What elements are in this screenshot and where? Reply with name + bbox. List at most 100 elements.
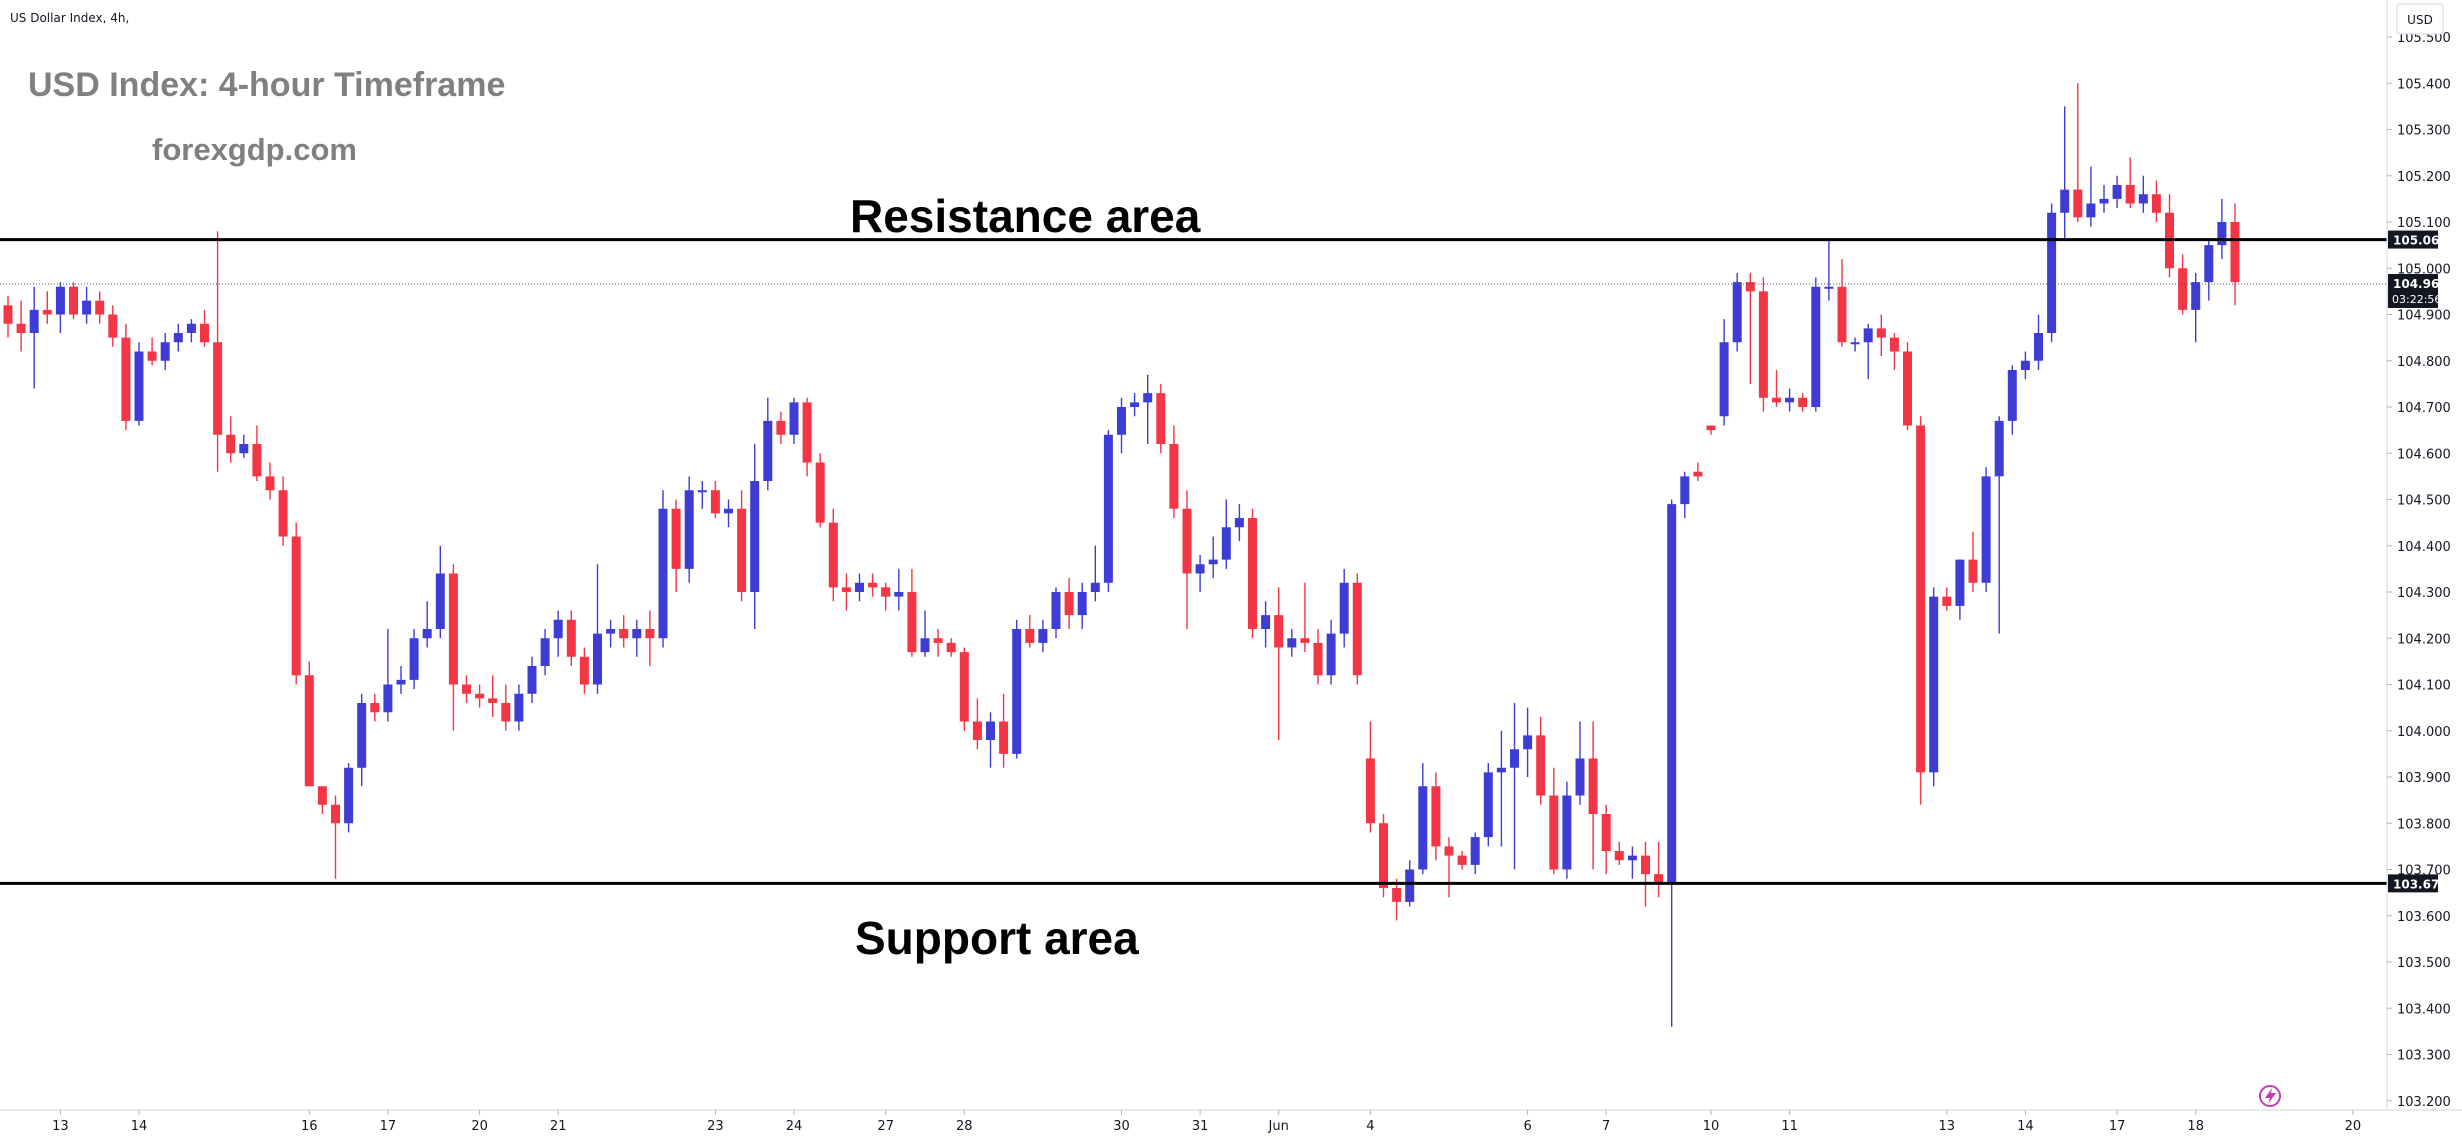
candle-body [160,342,170,361]
candle-body [907,592,917,653]
levels-group: 105.062 103.670 104.966 03:22:56 [0,230,2448,893]
candle [1916,416,1926,805]
candle-body [1929,596,1939,773]
bolt-icon[interactable] [2259,1085,2281,1107]
candle-body [1392,888,1402,902]
candle-body [566,619,576,657]
candle [42,291,52,324]
candle [2112,175,2122,209]
candle [1981,467,1991,592]
candle-body [999,721,1009,754]
candle [1549,767,1559,875]
time-tick-label: 6 [1523,1119,1531,1134]
candle-body [1470,837,1480,865]
time-tick-label: 18 [2187,1119,2204,1134]
candle [448,564,458,731]
candle-body [1614,851,1624,861]
candle [1627,846,1637,879]
candle-body [2125,185,2135,204]
candle-body [1732,282,1742,343]
candle-body [82,300,92,315]
candle [1274,587,1284,740]
candle [1287,629,1297,657]
candle [1772,370,1781,407]
candle-body [1785,397,1795,403]
time-tick-label: 20 [471,1119,488,1134]
candle [514,684,524,731]
candle-body [1719,342,1729,417]
candle-body [1798,397,1808,407]
candle [370,693,380,722]
candle [1025,615,1035,648]
candle-body [448,573,458,685]
candle [855,573,864,602]
price-tick-label: 103.600 [2397,910,2451,925]
time-axis[interactable]: 13 14 16 17 20 21 23 24 27 28 30 31 Jun 4 6 7 10 11 13 14 17… [52,1110,2361,1134]
candle [1365,721,1375,833]
candle [920,610,930,657]
candle-body [671,508,681,569]
candle-body [1876,328,1886,338]
candle [160,333,170,370]
candle [304,661,314,787]
candle [553,610,563,657]
price-tick-label: 104.300 [2397,586,2451,601]
candle-body [422,629,432,639]
candle-body [1850,342,1860,345]
candle-body [2191,282,2201,310]
candle-body [1352,582,1362,676]
candle-body [396,679,406,685]
time-tick-label: 17 [380,1119,397,1134]
time-tick-label: 14 [2017,1119,2034,1134]
candle-body [1575,758,1585,796]
candle [1654,841,1664,898]
candle [1431,772,1441,861]
candle [1811,277,1821,412]
candle [1641,841,1650,907]
candle-body [1457,855,1467,865]
candle [1601,804,1611,875]
candle-body [1811,286,1821,407]
candle [186,319,196,343]
candle-body [815,462,825,523]
candle-body [2204,245,2214,283]
currency-box[interactable] [2396,3,2444,35]
candle [1876,314,1886,357]
candle-body [1955,559,1965,606]
candle-body [55,286,65,315]
candle-body [1418,786,1428,870]
candle [1824,240,1834,301]
price-tick-label: 104.800 [2397,355,2451,370]
candle [488,675,498,717]
candle [1221,499,1231,569]
candle [710,481,720,518]
candle-body [409,638,419,680]
price-axis[interactable]: 105.500 105.400 105.300 105.200 105.100 105.0… [2387,31,2451,1110]
candle-body [1064,592,1074,616]
candle [200,309,209,347]
candle [1850,337,1860,352]
candle-body [357,703,367,768]
candle-body [1706,425,1716,431]
candle [226,416,236,463]
candle-body [868,582,878,588]
candle-body [1745,282,1755,292]
candle-body [1156,393,1166,444]
candle [815,453,825,528]
candle-body [1326,633,1336,676]
price-tick-label: 105.500 [2397,31,2451,46]
candle-body [1182,508,1192,574]
candle [946,638,956,657]
candle [894,568,904,611]
time-tick-label: 13 [52,1119,69,1134]
candle [1156,383,1166,454]
resistance-badge [2388,230,2438,249]
candle-body [1889,337,1899,352]
chart-title: USD Index: 4-hour Timeframe [28,66,505,104]
candle [2178,254,2188,315]
price-tick-label: 105.000 [2397,262,2451,277]
candle-body [2034,333,2043,361]
candle-body [986,721,995,740]
